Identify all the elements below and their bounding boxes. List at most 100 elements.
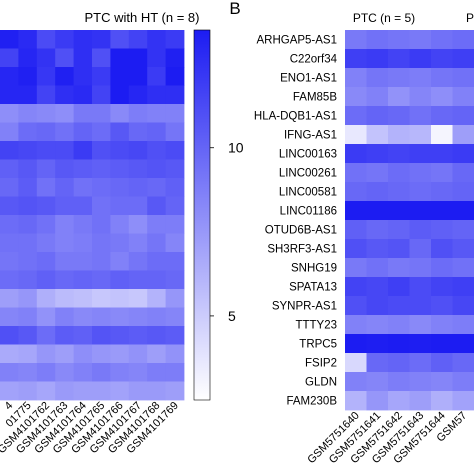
heatmap-cell-a	[147, 30, 166, 49]
heatmap-cell-b	[345, 334, 367, 354]
heatmap-cell-a	[73, 289, 93, 308]
row-label-b: LINC00261	[279, 168, 337, 180]
heatmap-cell-a	[128, 48, 148, 68]
heatmap-cell-a	[18, 196, 38, 216]
heatmap-cell-b	[388, 372, 410, 392]
heatmap-cell-a	[18, 104, 38, 123]
heatmap-cell-a	[55, 326, 74, 345]
panel-b-row-labels: ARHGAP5-AS1 C22orf34 ENO1-AS1 FAM85B HLA-DQB…	[254, 35, 338, 408]
heatmap-cell-a	[165, 233, 185, 253]
heatmap-cell-a	[92, 233, 111, 253]
heatmap-cell-a	[128, 215, 148, 234]
heatmap-cell-b	[431, 220, 453, 240]
row-label-b: SYNPR-AS1	[272, 301, 337, 313]
heatmap-cell-a	[55, 178, 74, 197]
heatmap-cell-a	[147, 270, 166, 290]
heatmap-cell-b	[431, 87, 453, 107]
heatmap-cell-a	[128, 67, 148, 86]
row-label-b: SNHG19	[291, 263, 337, 275]
heatmap-cell-a	[18, 289, 38, 308]
heatmap-cell-a	[36, 363, 56, 382]
heatmap-cell-b	[345, 353, 367, 373]
heatmap-cell-b	[388, 258, 410, 278]
heatmap-cell-a	[92, 159, 111, 179]
heatmap-cell-a	[147, 85, 166, 105]
heatmap-cell-b	[452, 258, 474, 278]
heatmap-cell-a	[110, 381, 130, 401]
heatmap-cell-b	[388, 353, 410, 373]
heatmap-cell-a	[18, 159, 38, 179]
heatmap-cell-a	[55, 48, 74, 68]
heatmap-cell-a	[73, 141, 93, 160]
heatmap-cell-b	[366, 353, 389, 373]
heatmap-cell-a	[73, 178, 93, 197]
heatmap-cell-a	[128, 233, 148, 253]
heatmap-cell-a	[110, 159, 130, 179]
heatmap-cell-a	[92, 104, 111, 123]
heatmap-cell-a	[36, 85, 56, 105]
heatmap-cell-b	[345, 239, 367, 259]
heatmap-cell-b	[409, 239, 432, 259]
heatmap-cell-a	[73, 159, 93, 179]
heatmap-cell-b	[431, 68, 453, 88]
heatmap-cell-a	[147, 48, 166, 68]
heatmap-cell-a	[147, 67, 166, 86]
heatmap-cell-a	[92, 215, 111, 234]
heatmap-cell-a	[110, 363, 130, 382]
heatmap-cell-a	[73, 85, 93, 105]
heatmap-cell-b	[409, 182, 432, 202]
heatmap-cell-a	[147, 307, 166, 327]
heatmap-cell-b	[345, 258, 367, 278]
heatmap-cell-b	[409, 106, 432, 126]
heatmap-cell-a	[55, 252, 74, 271]
heatmap-cell-a	[165, 215, 185, 234]
heatmap-cell-b	[431, 391, 453, 411]
heatmap-cell-a	[73, 270, 93, 290]
heatmap-cell-b	[409, 68, 432, 88]
heatmap-cell-b	[345, 68, 367, 88]
panel-b-letter: B	[229, 0, 240, 18]
heatmap-cell-b	[345, 182, 367, 202]
heatmap-cell-a	[147, 363, 166, 382]
heatmap-cell-b	[388, 49, 410, 69]
heatmap-cell-a	[110, 307, 130, 327]
heatmap-cell-a	[36, 252, 56, 271]
heatmap-cell-a	[18, 215, 38, 234]
heatmap-cell-a	[36, 159, 56, 179]
heatmap-cell-b	[366, 49, 389, 69]
heatmap-cell-a	[92, 122, 111, 142]
heatmap-cell-b	[452, 391, 474, 411]
heatmap-cell-a	[55, 307, 74, 327]
heatmap-cell-a	[110, 30, 130, 49]
row-label-b: LINC00581	[279, 187, 337, 199]
heatmap-cell-b	[409, 315, 432, 335]
heatmap-cell-b	[366, 258, 389, 278]
heatmap-cell-a	[128, 344, 148, 364]
heatmap-cell-a	[36, 270, 56, 290]
heatmap-cell-a	[110, 122, 130, 142]
heatmap-cell-b	[452, 87, 474, 107]
heatmap-cell-a	[0, 270, 19, 290]
heatmap-cell-a	[92, 344, 111, 364]
heatmap-cell-a	[128, 270, 148, 290]
heatmap-cell-a	[128, 122, 148, 142]
heatmap-cell-a	[128, 104, 148, 123]
heatmap-cell-b	[431, 144, 453, 164]
heatmap-cell-a	[110, 178, 130, 197]
heatmap-cell-b	[452, 201, 474, 221]
heatmap-cell-a	[110, 270, 130, 290]
heatmap-cell-a	[0, 326, 19, 345]
colorbar-ticks: 5 10	[210, 140, 244, 324]
heatmap-cell-a	[110, 233, 130, 253]
heatmap-cell-a	[18, 141, 38, 160]
heatmap-cell-a	[147, 381, 166, 401]
heatmap-cell-a	[128, 381, 148, 401]
heatmap-cell-b	[431, 353, 453, 373]
heatmap-cell-a	[73, 196, 93, 216]
heatmap-cell-a	[73, 307, 93, 327]
panel-b-cells	[345, 30, 474, 411]
heatmap-cell-a	[92, 381, 111, 401]
panel-b-title: PTC (n = 5)	[353, 11, 415, 25]
heatmap-cell-a	[18, 30, 38, 49]
row-label-b: TTTY23	[295, 320, 337, 332]
